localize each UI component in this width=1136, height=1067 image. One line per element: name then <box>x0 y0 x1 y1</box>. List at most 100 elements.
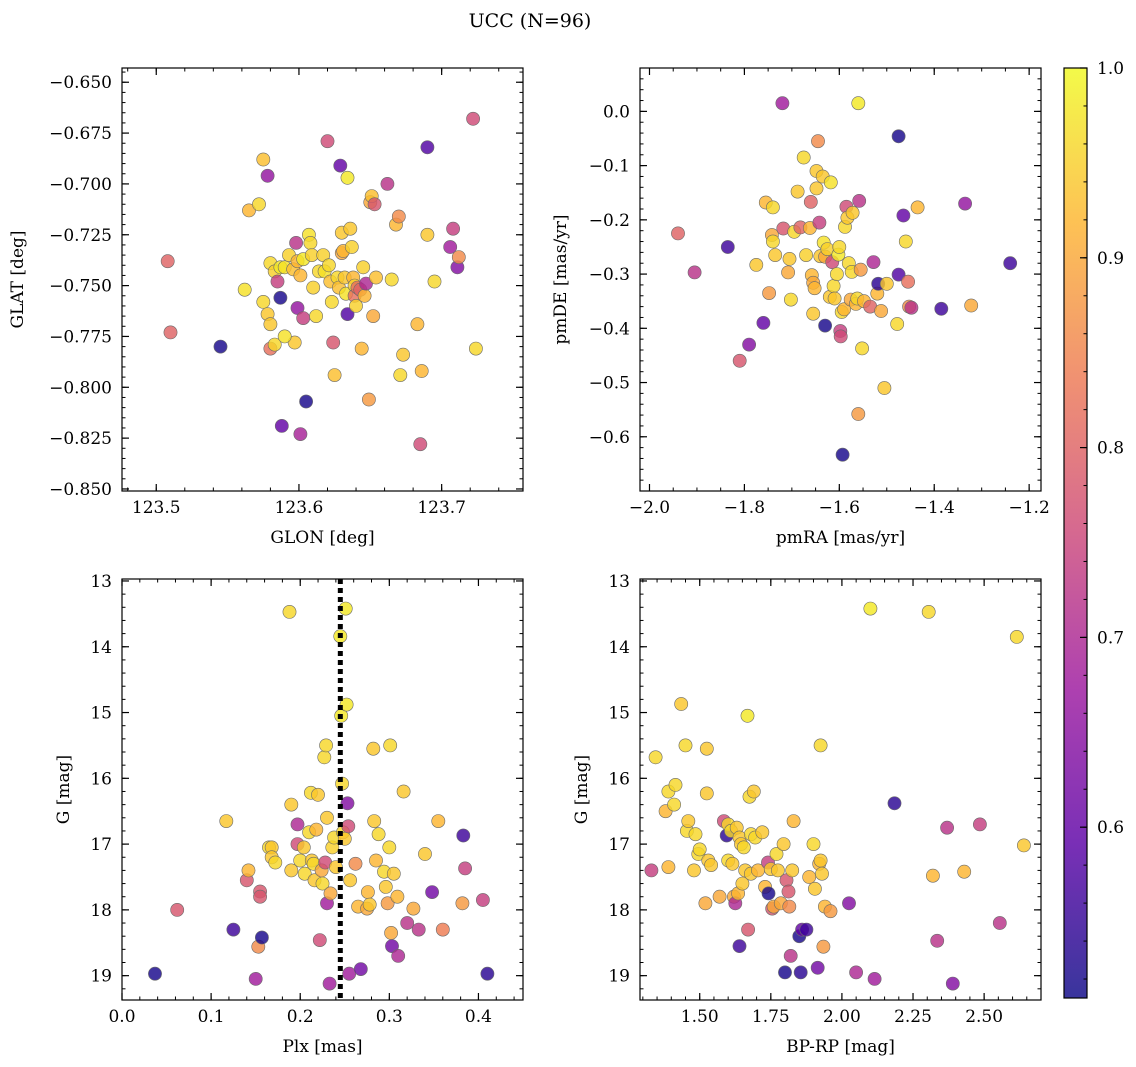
y-tick-label: −0.3 <box>589 265 630 285</box>
scatter-point <box>851 96 866 111</box>
scatter-point <box>812 215 827 230</box>
scatter-point <box>945 976 960 991</box>
scatter-points <box>644 601 1031 991</box>
plot-area <box>122 68 523 491</box>
scatter-point <box>766 234 780 249</box>
scatter-point <box>319 738 333 753</box>
scatter-point <box>732 353 747 368</box>
scatter-point <box>393 368 408 382</box>
y-tick-label: −0.825 <box>49 429 112 449</box>
scatter-point <box>293 427 308 441</box>
scatter-point <box>274 418 289 433</box>
x-axis-label: GLON [deg] <box>270 528 374 548</box>
y-axis-label: GLAT [deg] <box>8 230 28 328</box>
scatter-point <box>699 786 714 801</box>
scatter-point <box>303 235 318 250</box>
scatter-point <box>340 796 355 811</box>
scatter-point <box>339 697 354 712</box>
scatter-point <box>475 893 490 907</box>
scatter-point <box>813 738 828 753</box>
panel-glon-glat: 123.5 123.6 123.7 −0.850 −0.825 −0.800 −0.775 −… <box>8 67 524 548</box>
scatter-point <box>762 286 776 300</box>
scatter-point <box>904 300 919 315</box>
scatter-point <box>315 876 330 891</box>
x-tick-label: 1.75 <box>752 1007 790 1027</box>
scatter-point <box>309 309 323 323</box>
scatter-point <box>458 861 472 876</box>
scatter-point <box>806 306 821 321</box>
scatter-point <box>293 268 308 283</box>
scatter-point <box>296 840 311 855</box>
scatter-point <box>667 797 681 812</box>
scatter-point <box>688 827 703 842</box>
x-tick-label: −1.2 <box>1008 498 1049 518</box>
scatter-point <box>725 856 740 871</box>
scatter-point <box>813 853 828 868</box>
scatter-point <box>322 976 337 991</box>
scatter-point <box>940 820 954 835</box>
plot-area <box>122 579 523 1000</box>
scatter-point <box>226 922 241 937</box>
scatter-point <box>367 197 382 212</box>
scatter-point <box>321 258 336 273</box>
scatter-point <box>427 274 442 289</box>
scatter-point <box>851 407 866 421</box>
scatter-point <box>877 381 892 395</box>
scatter-point <box>367 814 382 828</box>
scatter-point <box>785 863 800 878</box>
scatter-point <box>385 939 399 953</box>
scatter-point <box>369 853 383 868</box>
scatter-point <box>296 311 311 325</box>
x-tick-label: 123.5 <box>132 498 181 518</box>
panel-bprp-g: 1.50 1.75 2.00 2.25 2.50 13 14 15 16 17 18 19 BP-RP … <box>572 572 1042 1057</box>
scatter-point <box>357 288 372 303</box>
y-tick-label: −0.675 <box>49 124 112 144</box>
scatter-point <box>396 784 411 799</box>
scatter-point <box>451 250 466 264</box>
scatter-point <box>890 317 905 331</box>
scatter-point <box>320 134 335 149</box>
scatter-point <box>267 337 282 352</box>
x-tick-label: 2.00 <box>823 1007 861 1027</box>
scatter-point <box>644 863 659 878</box>
scatter-point <box>786 814 801 828</box>
scatter-point <box>380 896 395 911</box>
scatter-point <box>361 392 376 407</box>
scatter-point <box>891 129 906 144</box>
scatter-point <box>340 307 355 321</box>
scatter-point <box>964 298 979 313</box>
scatter-point <box>297 866 312 881</box>
scatter-point <box>802 870 817 884</box>
x-tick-label: −1.6 <box>819 498 860 518</box>
scatter-point <box>687 265 702 280</box>
scatter-point <box>756 315 771 330</box>
scatter-point <box>273 290 288 305</box>
scatter-point <box>320 810 334 825</box>
scatter-point <box>699 741 714 756</box>
scatter-point <box>371 827 386 842</box>
scatter-point <box>256 294 271 309</box>
y-tick-label: −0.700 <box>49 175 112 195</box>
scatter-point <box>898 234 913 249</box>
y-tick-label: 13 <box>90 572 112 592</box>
y-tick-label: −0.775 <box>49 327 112 347</box>
scatter-point <box>340 170 355 185</box>
scatter-point <box>781 884 796 899</box>
scatter-point <box>661 860 676 874</box>
scatter-point <box>466 111 480 126</box>
scatter-point <box>740 708 755 723</box>
y-tick-label: 0.0 <box>603 102 630 122</box>
scatter-point <box>219 814 234 828</box>
scatter-point <box>769 847 784 861</box>
scatter-point <box>369 270 383 285</box>
scatter-point <box>776 837 791 851</box>
scatter-point <box>366 741 381 756</box>
scatter-point <box>735 876 750 891</box>
y-tick-label: −0.2 <box>589 211 630 231</box>
colorbar-tick-label: 0.8 <box>1097 439 1124 459</box>
panel-plx-g: 0.0 0.1 0.2 0.3 0.4 13 14 15 16 17 18 19 Plx [mas] G … <box>54 572 524 1057</box>
scatter-point <box>678 738 693 753</box>
scatter-point <box>811 134 825 149</box>
scatter-point <box>835 447 850 462</box>
